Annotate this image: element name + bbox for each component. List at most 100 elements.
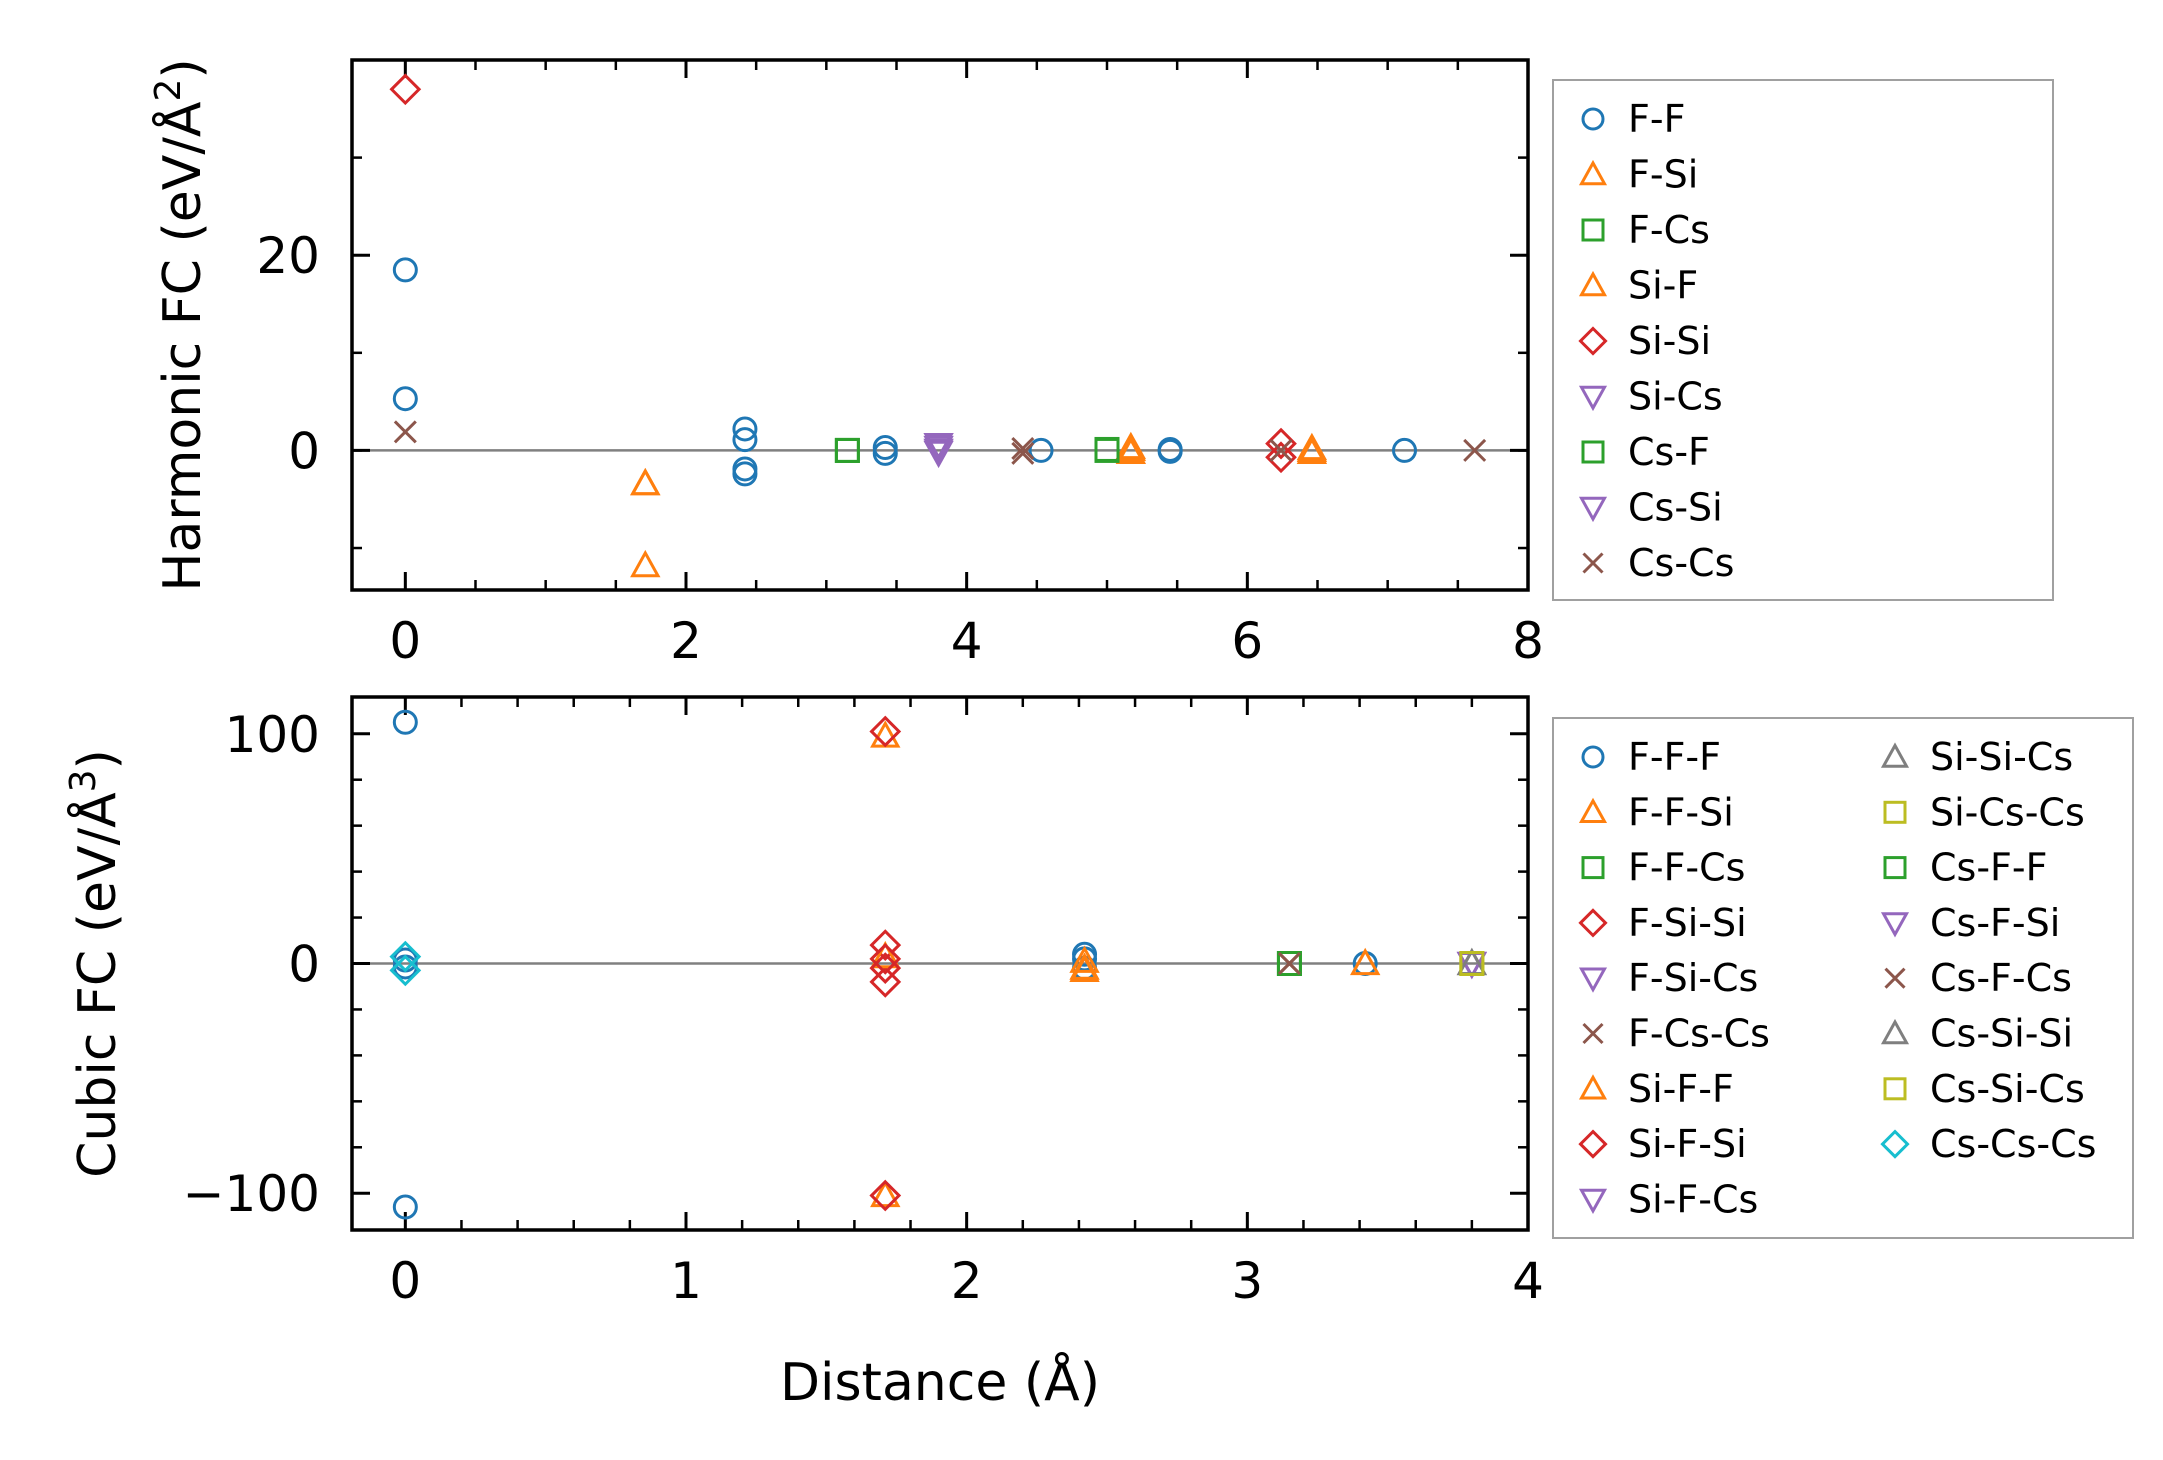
legend-label: Si-F-Cs xyxy=(1628,1177,1758,1221)
y-tick-label: 20 xyxy=(256,227,320,285)
legend-label: Cs-F-Si xyxy=(1930,901,2060,945)
legend-item: F-F xyxy=(1581,97,1685,141)
point-F-F xyxy=(1392,437,1418,463)
point-Cs-F xyxy=(834,437,860,463)
x-tick-label: 1 xyxy=(670,1252,702,1310)
legend-item: Cs-F-Cs xyxy=(1884,956,2072,1000)
legend-label: F-F-F xyxy=(1628,735,1721,779)
legend-label: Si-Cs xyxy=(1628,375,1723,419)
x-tick-label: 3 xyxy=(1231,1252,1263,1310)
point-F-F xyxy=(392,386,418,412)
legend-item: F-Si xyxy=(1578,153,1698,197)
legend-label: Si-F-Si xyxy=(1628,1122,1747,1166)
legend-label: Si-Si-Cs xyxy=(1930,735,2073,779)
legend-marker xyxy=(1880,742,1910,768)
y-axis-label: Harmonic FC (eV/Å2) xyxy=(148,58,213,591)
y-axis-label-sup: 3 xyxy=(63,769,104,792)
legend-label: Cs-Si xyxy=(1628,486,1723,530)
legend-marker xyxy=(1578,496,1608,523)
legend-item: Si-F-F xyxy=(1578,1067,1734,1111)
point-Cs-Cs xyxy=(1011,441,1035,465)
legend-marker xyxy=(1582,552,1604,574)
legend-item: Si-Si-Cs xyxy=(1880,735,2073,779)
point-F-Si-Si xyxy=(869,715,902,748)
y-axis-label-text: Harmonic FC (eV/Å xyxy=(151,101,213,592)
legend-box xyxy=(1552,717,2134,1239)
legend-item: F-Cs-Cs xyxy=(1582,1012,1770,1056)
point-F-F xyxy=(1157,438,1183,464)
point-Si-F-F xyxy=(870,940,901,969)
point-Cs-Cs xyxy=(1011,436,1035,460)
legend-marker xyxy=(1581,745,1605,769)
x-tick-label: 4 xyxy=(1512,1252,1544,1310)
point-Si-F xyxy=(630,467,661,496)
legend-marker xyxy=(1880,1129,1910,1159)
point-F-Si xyxy=(630,549,661,578)
legend-marker xyxy=(1581,107,1605,131)
point-Cs-F-F xyxy=(1276,951,1302,976)
point-F-F xyxy=(1028,437,1054,463)
point-F-F-Si xyxy=(1069,945,1100,973)
point-F-Si-Si xyxy=(869,929,902,961)
legend-marker xyxy=(1578,1074,1608,1100)
y-axis-label-text: Cubic FC (eV/Å xyxy=(66,792,128,1178)
point-Cs-Si-Cs xyxy=(1459,951,1485,976)
legend-label: Cs-Si-Cs xyxy=(1930,1067,2085,1111)
legend-label: F-Cs-Cs xyxy=(1628,1012,1770,1056)
point-F-F xyxy=(392,257,418,283)
point-F-F-F xyxy=(392,1194,418,1220)
legend-marker xyxy=(1578,1129,1608,1159)
point-F-Si xyxy=(630,467,661,496)
legend-item: F-F-Si xyxy=(1578,790,1734,834)
point-Cs-Si xyxy=(923,438,954,467)
y-axis-label: Cubic FC (eV/Å3) xyxy=(63,749,128,1178)
legend-item: F-Si-Cs xyxy=(1578,956,1758,1000)
legend-item: Si-F-Cs xyxy=(1578,1177,1758,1221)
legend-marker xyxy=(1880,912,1910,938)
legend-item: Si-Cs xyxy=(1578,375,1723,419)
legend-label: Si-Si xyxy=(1628,319,1711,363)
legend-marker xyxy=(1581,440,1605,464)
legend-marker xyxy=(1578,797,1608,823)
legend-item: Cs-Si xyxy=(1578,486,1723,530)
point-Cs-F xyxy=(1094,437,1120,463)
legend-marker xyxy=(1883,800,1907,824)
legend-label: F-Cs xyxy=(1628,208,1710,252)
point-F-F-F xyxy=(392,709,418,735)
legend-marker xyxy=(1581,856,1605,880)
legend-item: Si-F xyxy=(1578,264,1698,308)
point-F-F-Si xyxy=(870,1179,901,1208)
y-tick-label: 100 xyxy=(225,706,320,764)
legend-marker xyxy=(1578,908,1608,938)
legend-label: Cs-Si-Si xyxy=(1930,1012,2073,1056)
legend-marker xyxy=(1883,1077,1907,1101)
legend-label: Si-F-F xyxy=(1628,1067,1734,1111)
x-tick-label: 8 xyxy=(1512,612,1544,670)
legend-label: F-F-Si xyxy=(1628,790,1734,834)
point-Si-Si xyxy=(389,73,422,106)
legend-label: F-Si-Si xyxy=(1628,901,1747,945)
legend-marker xyxy=(1578,1188,1608,1214)
legend-marker xyxy=(1880,1018,1910,1045)
axes-frame xyxy=(350,58,1530,592)
legend-marker xyxy=(1578,159,1608,186)
legend-item: Cs-Si-Cs xyxy=(1883,1067,2085,1111)
legend-label: Cs-Cs xyxy=(1628,541,1734,585)
point-F-F xyxy=(872,440,898,466)
legend-label: Cs-F-F xyxy=(1930,846,2047,890)
legend-item: F-F-Cs xyxy=(1581,846,1745,890)
axes-frame xyxy=(350,695,1530,1232)
legend-label: F-Si-Cs xyxy=(1628,956,1758,1000)
legend-marker xyxy=(1883,856,1907,880)
legend-marker xyxy=(1578,385,1608,412)
legend-marker xyxy=(1582,1022,1604,1045)
legend-label: Si-F xyxy=(1628,264,1698,308)
legend-marker xyxy=(1581,218,1605,242)
legend: F-F-F F-F-Si F-F-Cs F-Si-Si F-Si-Cs F-Cs-Cs Si… xyxy=(1552,717,2134,1239)
legend-marker xyxy=(1578,967,1608,993)
legend-label: F-F xyxy=(1628,97,1685,141)
point-Si-F-F xyxy=(1069,952,1100,980)
legend-label: Cs-F xyxy=(1628,430,1710,474)
